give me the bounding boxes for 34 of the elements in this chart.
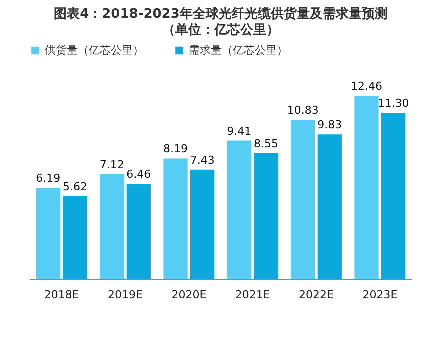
data-label: 9.83 xyxy=(318,118,342,132)
bar xyxy=(227,140,252,279)
x-tick-label: 2018E xyxy=(44,288,80,302)
data-label: 6.46 xyxy=(126,168,152,182)
data-label: 5.62 xyxy=(62,180,88,194)
x-tick-label: 2022E xyxy=(299,288,334,302)
data-label: 7.12 xyxy=(100,158,124,172)
bar xyxy=(354,96,379,279)
data-label: 9.41 xyxy=(227,124,252,138)
bar xyxy=(190,170,215,279)
data-label: 7.43 xyxy=(190,154,215,167)
chart-subtitle: （单位：亿芯公里） xyxy=(162,22,280,38)
x-tick-label: 2020E xyxy=(172,288,207,302)
bar xyxy=(318,134,342,279)
bar xyxy=(36,188,60,279)
bar xyxy=(164,158,188,279)
legend-label: 供货量（亿芯公里） xyxy=(45,44,144,57)
bar xyxy=(100,174,124,279)
legend-label: 需求量（亿芯公里） xyxy=(189,44,288,57)
data-label: 8.55 xyxy=(254,137,278,150)
chart-title: 图表4：2018-2023年全球光纤光缆供货量及需求量预测 xyxy=(54,6,388,22)
bar xyxy=(63,196,88,279)
data-label: 6.19 xyxy=(36,172,61,186)
data-label: 12.46 xyxy=(351,80,383,93)
x-tick-label: 2023E xyxy=(362,288,398,302)
bar xyxy=(291,120,316,279)
x-tick-label: 2019E xyxy=(108,288,144,302)
x-tick-label: 2021E xyxy=(235,288,270,302)
bar xyxy=(254,153,278,279)
bar xyxy=(126,184,151,279)
data-label: 10.83 xyxy=(287,104,319,117)
data-label: 11.30 xyxy=(378,97,410,110)
bar xyxy=(382,113,406,279)
data-label: 8.19 xyxy=(164,142,188,156)
